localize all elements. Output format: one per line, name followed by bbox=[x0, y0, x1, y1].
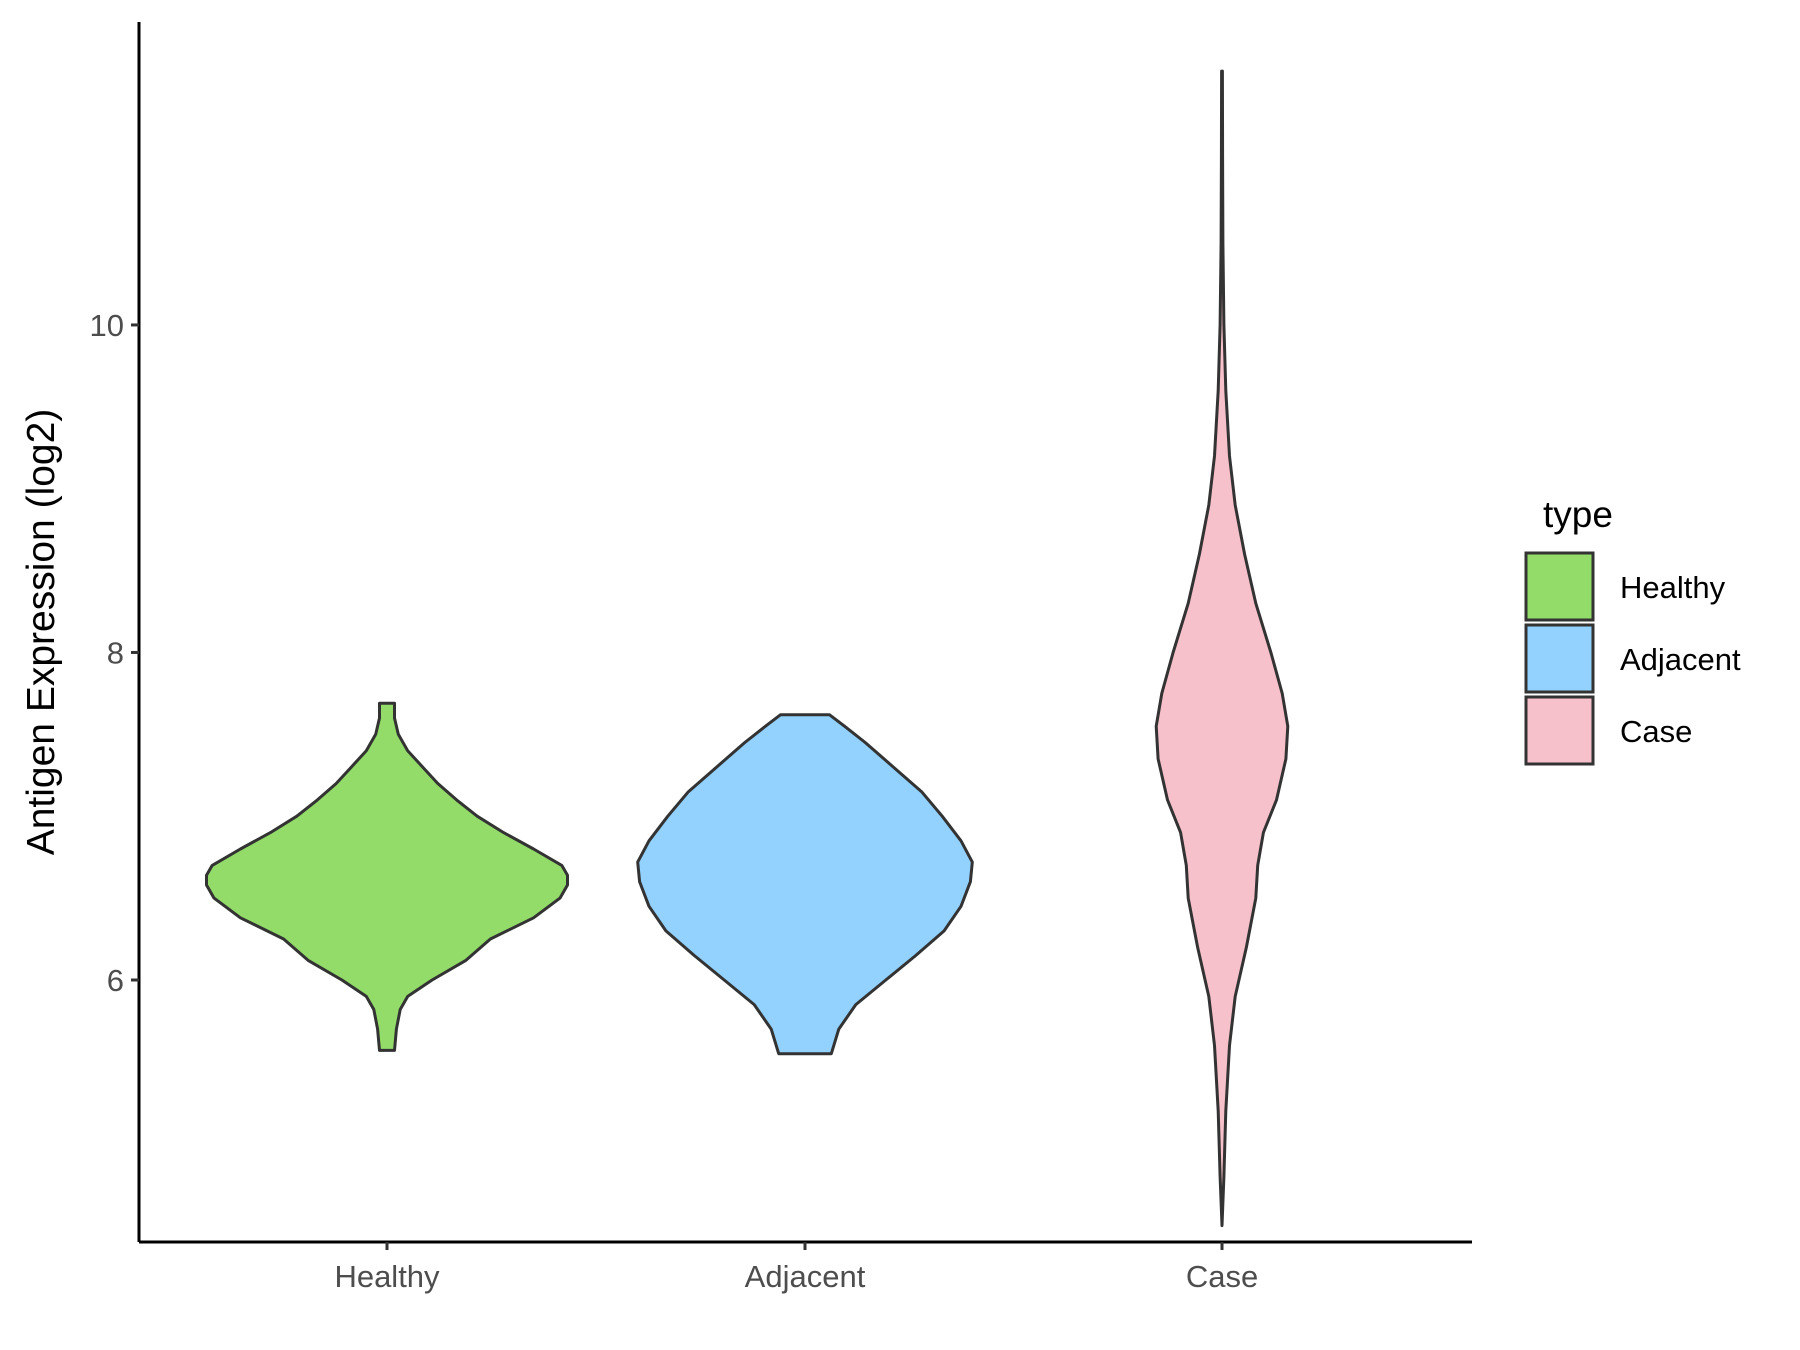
legend-swatch-healthy bbox=[1524, 551, 1595, 622]
violins-group bbox=[205, 69, 1290, 1228]
y-tick-label: 10 bbox=[90, 308, 124, 343]
x-tick-label-case: Case bbox=[1186, 1259, 1258, 1294]
legend-label-case: Case bbox=[1620, 714, 1692, 749]
legend-label-adjacent: Adjacent bbox=[1620, 642, 1741, 677]
legend-label-healthy: Healthy bbox=[1620, 570, 1726, 605]
y-tick-label: 8 bbox=[107, 635, 124, 670]
y-tick-label: 6 bbox=[107, 963, 124, 998]
violin-healthy bbox=[205, 701, 569, 1052]
violin-case bbox=[1154, 69, 1290, 1228]
legend-title: type bbox=[1543, 494, 1613, 535]
legend: Healthy Adjacent Case bbox=[1524, 551, 1741, 766]
x-tick-label-healthy: Healthy bbox=[334, 1259, 440, 1294]
violin-adjacent bbox=[636, 713, 974, 1056]
x-ticks-group: Healthy Adjacent Case bbox=[334, 1242, 1258, 1294]
y-ticks-group: 6 8 10 bbox=[90, 308, 139, 998]
legend-swatch-case bbox=[1524, 695, 1595, 766]
y-axis-title: Antigen Expression (log2) bbox=[20, 409, 63, 856]
x-tick-label-adjacent: Adjacent bbox=[745, 1259, 866, 1294]
legend-swatch-adjacent bbox=[1524, 623, 1595, 694]
